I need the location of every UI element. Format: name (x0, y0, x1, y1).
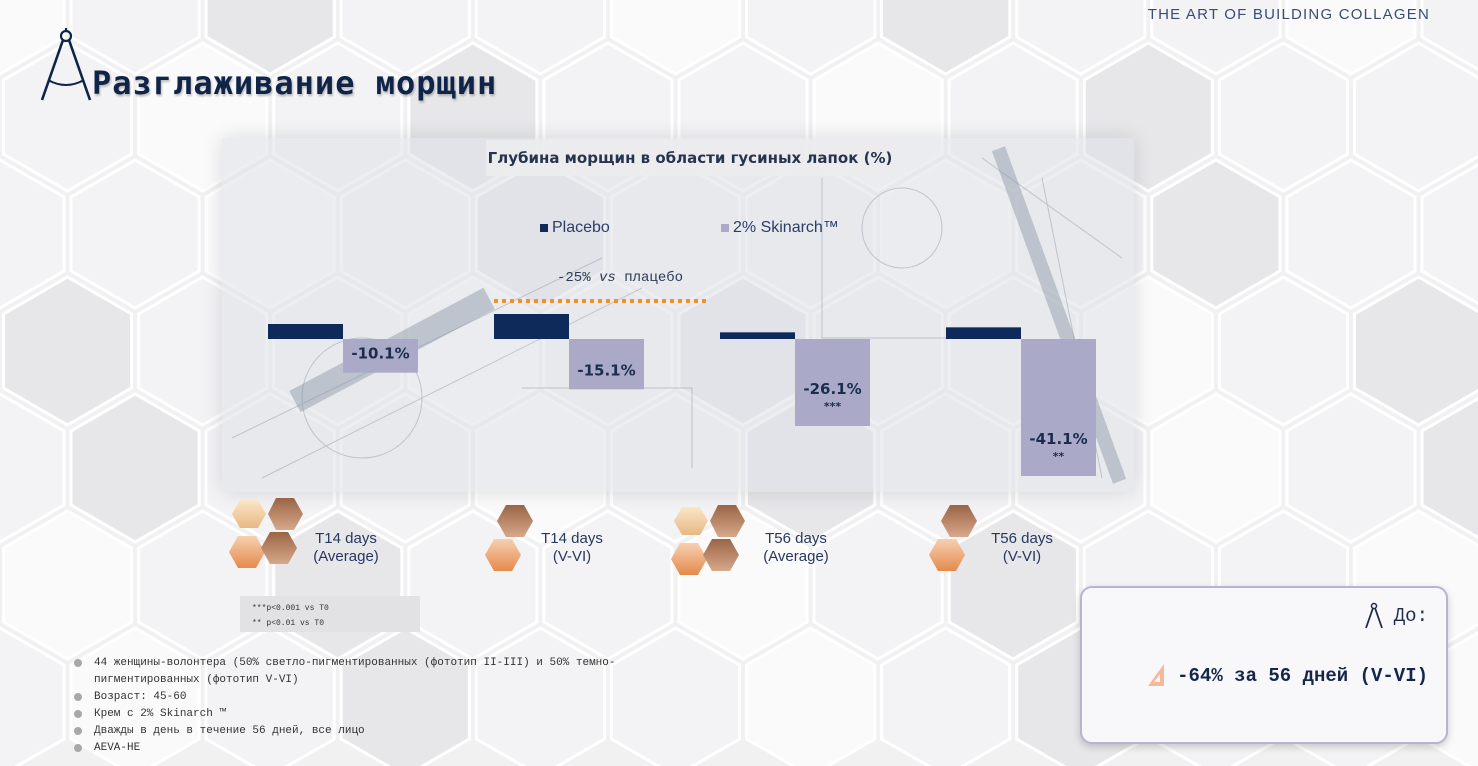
hexagon-cluster-icon (485, 505, 533, 571)
callout-header: До: (1364, 602, 1428, 630)
legend-item-skinarch: 2% Skinarch™ (721, 219, 839, 237)
hexagon-tile (69, 626, 201, 766)
hexagon-tile (745, 0, 877, 76)
timepoint-label-1: T14 days (Average) (313, 530, 379, 565)
hexagon-tile (2, 509, 134, 661)
hexagon-tile (0, 0, 66, 76)
hexagon-tile (1420, 162, 1478, 306)
blueprint-background (231, 146, 1127, 484)
legend-item-placebo: Placebo (540, 219, 610, 237)
timepoint-label-2: T14 days (V-VI) (541, 530, 603, 565)
hexagon-tile (474, 626, 606, 766)
hexagon-tile (0, 626, 66, 766)
result-callout: До: -64% за 56 дней (V-VI) (1080, 586, 1448, 744)
timepoint-label-3: T56 days (Average) (763, 530, 829, 565)
hexagon-tile (339, 0, 471, 76)
hexagon-tile (1285, 0, 1417, 76)
footnote-box: ***p<0.001 vs T0 ** p<0.01 vs T0 (240, 596, 420, 632)
list-item: AEVA-HE (74, 740, 714, 757)
legend-label-skinarch: 2% Skinarch™ (733, 219, 839, 236)
hexagon-tile (745, 626, 877, 766)
list-item: Возраст: 45-60 (74, 689, 714, 706)
hexagon-tile (1285, 158, 1417, 310)
hexagon-tile (947, 509, 1079, 661)
legend-label-placebo: Placebo (552, 219, 610, 236)
callout-label: До: (1393, 605, 1428, 627)
compass-icon (40, 28, 92, 101)
study-details-list: 44 женщины-волонтера (50% светло-пигмент… (74, 655, 714, 757)
list-item: Дважды в день в течение 56 дней, все лиц… (74, 723, 714, 740)
list-item: Крем с 2% Skinarch ™ (74, 706, 714, 723)
callout-text: -64% за 56 дней (V-VI) (1177, 665, 1428, 687)
hexagon-tile (1285, 392, 1417, 544)
hexagon-tile (609, 626, 742, 766)
footnote-1: ***p<0.001 vs T0 (252, 604, 329, 613)
hexagon-cluster-icon (929, 505, 977, 571)
footnote-2: ** p<0.01 vs T0 (252, 619, 325, 628)
hexagon-tile (0, 158, 66, 310)
timepoint-label-4: T56 days (V-VI) (991, 530, 1053, 565)
hexagon-tile (1015, 0, 1147, 76)
legend-swatch-skinarch (721, 224, 729, 232)
hexagon-tile (1353, 41, 1478, 193)
hexagon-tile (204, 0, 336, 76)
hexagon-tile (880, 0, 1012, 76)
annotation-label: -25% vs плацебо (557, 270, 684, 286)
hexagon-tile (609, 0, 742, 76)
hexagon-tile (1217, 275, 1349, 427)
chart-panel (222, 138, 1134, 492)
hexagon-tile (69, 158, 201, 310)
hexagon-tile (1420, 396, 1478, 540)
hexagon-tile (1217, 41, 1349, 193)
hexagon-tile (812, 509, 944, 661)
legend-swatch-placebo (540, 224, 548, 232)
compass-icon (1364, 602, 1383, 629)
hexagon-tile (69, 392, 201, 544)
hexagon-tile (474, 0, 606, 76)
hexagon-tile (880, 626, 1012, 766)
hexagon-tile (1420, 0, 1478, 72)
hexagon-tile (0, 392, 66, 544)
hexagon-tile (2, 41, 134, 193)
hexagon-tile (1353, 275, 1478, 427)
chart-title: Глубина морщин в области гусиных лапок (… (487, 149, 893, 167)
hexagon-cluster-icon (229, 498, 303, 568)
ruler-triangle-icon (1148, 664, 1164, 686)
hexagon-tile (542, 509, 674, 661)
list-item: 44 женщины-волонтера (50% светло-пигмент… (74, 655, 714, 689)
page-title: Разглаживание морщин (92, 64, 498, 102)
hexagon-cluster-icon (671, 505, 745, 575)
chart-title-box: Глубина морщин в области гусиных лапок (… (486, 140, 894, 176)
hexagon-tile (1150, 392, 1282, 544)
hexagon-tile (2, 275, 134, 427)
hexagon-tile (1150, 0, 1282, 76)
brand-tagline: THE ART OF BUILDING COLLAGEN (1147, 6, 1430, 23)
hexagon-tile (1150, 158, 1282, 310)
